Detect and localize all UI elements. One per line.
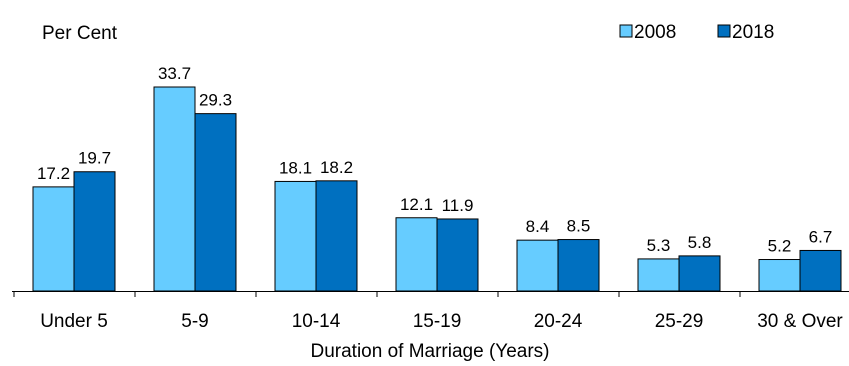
bars	[32, 86, 842, 292]
bar-2018-0	[73, 171, 116, 292]
bar-2018-5	[678, 255, 721, 292]
bar-2018-1	[194, 113, 237, 292]
bar-2008-3	[395, 217, 438, 292]
x-axis: Under 5 5-9 10-14 15-19 20-24 25-29 30 & Over	[12, 291, 849, 332]
data-label-2008-2: 18.1	[279, 158, 312, 177]
value-labels: 17.2 19.7 33.7 29.3 18.1 18.2 12.1 11.9 8.4 8.5 5.…	[37, 64, 832, 256]
bar-2008-5	[637, 258, 680, 292]
y-axis-label: Per Cent	[42, 23, 118, 44]
category-label-4: 20-24	[534, 311, 583, 332]
legend-swatch-2018	[717, 24, 731, 38]
bar-2008-4	[516, 239, 559, 292]
data-label-2008-0: 17.2	[37, 164, 70, 183]
data-label-2018-3: 11.9	[442, 196, 474, 215]
bar-2018-3	[436, 218, 479, 292]
data-label-2018-5: 5.8	[688, 233, 712, 252]
bar-2008-2	[274, 180, 317, 292]
category-label-3: 15-19	[413, 311, 462, 332]
bar-2018-6	[799, 249, 842, 292]
category-label-5: 25-29	[655, 311, 704, 332]
category-label-6: 30 & Over	[757, 311, 843, 332]
legend: 2008 2018	[619, 22, 774, 43]
bar-2018-2	[315, 180, 358, 292]
category-label-1: 5-9	[181, 311, 208, 332]
bar-2008-6	[758, 259, 801, 292]
data-label-2008-1: 33.7	[158, 64, 191, 83]
legend-label-2018: 2018	[732, 22, 774, 43]
bar-2018-4	[557, 239, 600, 292]
data-label-2018-4: 8.5	[567, 217, 591, 236]
legend-label-2008: 2008	[634, 22, 676, 43]
data-label-2008-6: 5.2	[768, 237, 792, 256]
data-label-2018-1: 29.3	[199, 91, 232, 110]
category-label-0: Under 5	[40, 311, 108, 332]
data-label-2018-6: 6.7	[809, 227, 833, 246]
bar-2008-0	[32, 186, 75, 292]
legend-swatch-2008	[619, 24, 633, 38]
data-label-2008-4: 8.4	[526, 217, 550, 236]
bar-2008-1	[153, 86, 196, 292]
x-axis-label: Duration of Marriage (Years)	[310, 341, 549, 361]
data-label-2008-3: 12.1	[400, 195, 433, 214]
category-label-2: 10-14	[292, 311, 341, 332]
data-label-2008-5: 5.3	[647, 236, 671, 255]
data-label-2018-2: 18.2	[320, 158, 353, 177]
data-label-2018-0: 19.7	[78, 149, 111, 168]
